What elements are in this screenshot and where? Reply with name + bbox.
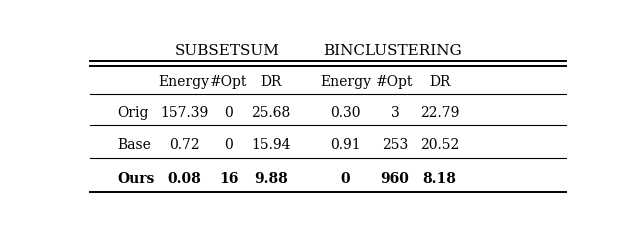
Text: Ours: Ours <box>117 172 155 186</box>
Text: 0.30: 0.30 <box>330 106 360 120</box>
Text: DR: DR <box>429 75 451 89</box>
Text: 15.94: 15.94 <box>252 138 291 152</box>
Text: 0.91: 0.91 <box>330 138 361 152</box>
Text: 25.68: 25.68 <box>252 106 291 120</box>
Text: 0: 0 <box>225 106 233 120</box>
Text: 0.72: 0.72 <box>169 138 200 152</box>
Text: 0.08: 0.08 <box>167 172 201 186</box>
Text: Energy: Energy <box>320 75 371 89</box>
Text: #Opt: #Opt <box>376 75 413 89</box>
Text: 960: 960 <box>381 172 410 186</box>
Text: 157.39: 157.39 <box>160 106 208 120</box>
Text: #Opt: #Opt <box>210 75 248 89</box>
Text: BINCLUSTERING: BINCLUSTERING <box>323 44 462 58</box>
Text: Orig: Orig <box>117 106 148 120</box>
Text: DR: DR <box>260 75 282 89</box>
Text: 3: 3 <box>390 106 399 120</box>
Text: SUBSETSUM: SUBSETSUM <box>175 44 280 58</box>
Text: 8.18: 8.18 <box>422 172 456 186</box>
Text: 253: 253 <box>382 138 408 152</box>
Text: 0: 0 <box>225 138 233 152</box>
Text: Energy: Energy <box>159 75 210 89</box>
Text: 9.88: 9.88 <box>254 172 288 186</box>
Text: 0: 0 <box>340 172 350 186</box>
Text: Base: Base <box>117 138 151 152</box>
Text: 16: 16 <box>219 172 239 186</box>
Text: 22.79: 22.79 <box>420 106 460 120</box>
Text: 20.52: 20.52 <box>420 138 460 152</box>
